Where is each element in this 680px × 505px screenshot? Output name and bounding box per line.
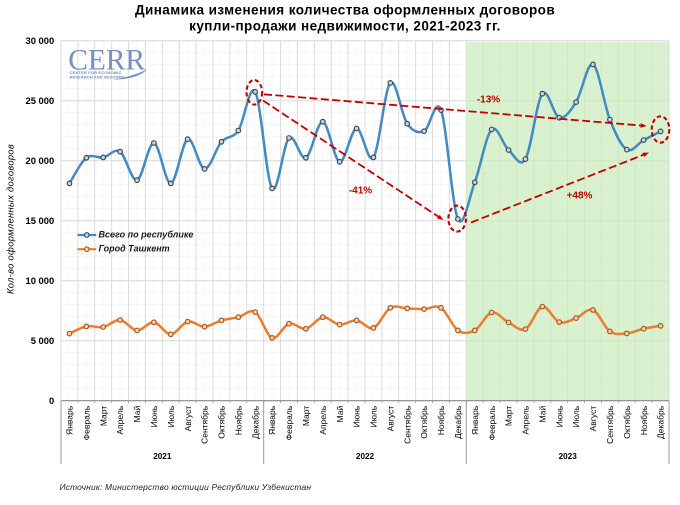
svg-text:Декабрь: Декабрь bbox=[453, 405, 463, 439]
svg-text:Всего по республике: Всего по республике bbox=[99, 229, 194, 239]
svg-text:Март: Март bbox=[301, 406, 311, 426]
svg-text:Июнь: Июнь bbox=[554, 405, 564, 427]
svg-text:Ноябрь: Ноябрь bbox=[639, 405, 649, 435]
svg-text:Апрель: Апрель bbox=[318, 405, 328, 434]
svg-text:Июль: Июль bbox=[369, 405, 379, 427]
svg-text:15 000: 15 000 bbox=[26, 215, 55, 226]
svg-text:Май: Май bbox=[132, 406, 142, 423]
svg-text:Май: Май bbox=[335, 406, 345, 423]
svg-text:Город Ташкент: Город Ташкент bbox=[99, 244, 170, 254]
svg-text:Сентябрь: Сентябрь bbox=[402, 405, 412, 444]
svg-text:Июль: Июль bbox=[571, 405, 581, 427]
svg-text:Октябрь: Октябрь bbox=[419, 405, 429, 439]
svg-text:Октябрь: Октябрь bbox=[622, 405, 632, 439]
svg-text:Февраль: Февраль bbox=[487, 405, 497, 440]
svg-text:Ноябрь: Ноябрь bbox=[233, 405, 243, 435]
svg-text:10 000: 10 000 bbox=[26, 275, 55, 286]
svg-text:Декабрь: Декабрь bbox=[656, 405, 666, 439]
svg-text:30 000: 30 000 bbox=[26, 35, 55, 46]
svg-text:Февраль: Февраль bbox=[81, 405, 91, 440]
svg-text:25 000: 25 000 bbox=[26, 95, 55, 106]
svg-text:Март: Март bbox=[98, 406, 108, 426]
svg-text:Июль: Июль bbox=[166, 405, 176, 427]
svg-text:Апрель: Апрель bbox=[521, 405, 531, 434]
svg-text:Май: Май bbox=[537, 406, 547, 423]
svg-text:5 000: 5 000 bbox=[31, 335, 54, 346]
svg-text:Январь: Январь bbox=[267, 405, 277, 435]
svg-text:2022: 2022 bbox=[356, 452, 375, 461]
svg-text:2021: 2021 bbox=[153, 452, 172, 461]
svg-text:Сентябрь: Сентябрь bbox=[605, 405, 615, 444]
svg-text:Февраль: Февраль bbox=[284, 405, 294, 440]
svg-text:Кол-во оформленных договоров: Кол-во оформленных договоров bbox=[4, 144, 15, 294]
svg-text:0: 0 bbox=[49, 395, 54, 406]
svg-text:Август: Август bbox=[183, 406, 193, 432]
svg-text:Динамика изменения количества: Динамика изменения количества оформленны… bbox=[135, 2, 555, 17]
svg-text:Апрель: Апрель bbox=[115, 405, 125, 434]
svg-text:Декабрь: Декабрь bbox=[250, 405, 260, 439]
svg-text:CERR: CERR bbox=[68, 45, 145, 77]
svg-text:Июнь: Июнь bbox=[352, 405, 362, 427]
svg-text:Сентябрь: Сентябрь bbox=[200, 405, 210, 444]
svg-text:купли-продажи недвижимости, 20: купли-продажи недвижимости, 2021-2023 гг… bbox=[189, 19, 501, 34]
svg-text:CENTER FOR ECONOMIC: CENTER FOR ECONOMIC bbox=[70, 70, 122, 75]
svg-text:Январь: Январь bbox=[470, 405, 480, 435]
svg-text:Январь: Январь bbox=[65, 405, 75, 435]
svg-text:-13%: -13% bbox=[477, 94, 500, 105]
svg-text:Июнь: Июнь bbox=[149, 405, 159, 427]
svg-text:20 000: 20 000 bbox=[26, 155, 55, 166]
svg-text:+48%: +48% bbox=[567, 191, 593, 202]
svg-text:2023: 2023 bbox=[559, 452, 578, 461]
svg-text:Ноябрь: Ноябрь bbox=[436, 405, 446, 435]
svg-text:-41%: -41% bbox=[349, 186, 372, 197]
svg-text:Март: Март bbox=[504, 406, 514, 426]
svg-text:Август: Август bbox=[385, 406, 395, 432]
svg-text:Октябрь: Октябрь bbox=[217, 405, 227, 439]
svg-text:Источник: Министерство юстиции: Источник: Министерство юстиции Республик… bbox=[60, 482, 312, 492]
svg-text:Август: Август bbox=[588, 406, 598, 432]
svg-text:RESEARCH AND REFORMS: RESEARCH AND REFORMS bbox=[70, 75, 125, 80]
